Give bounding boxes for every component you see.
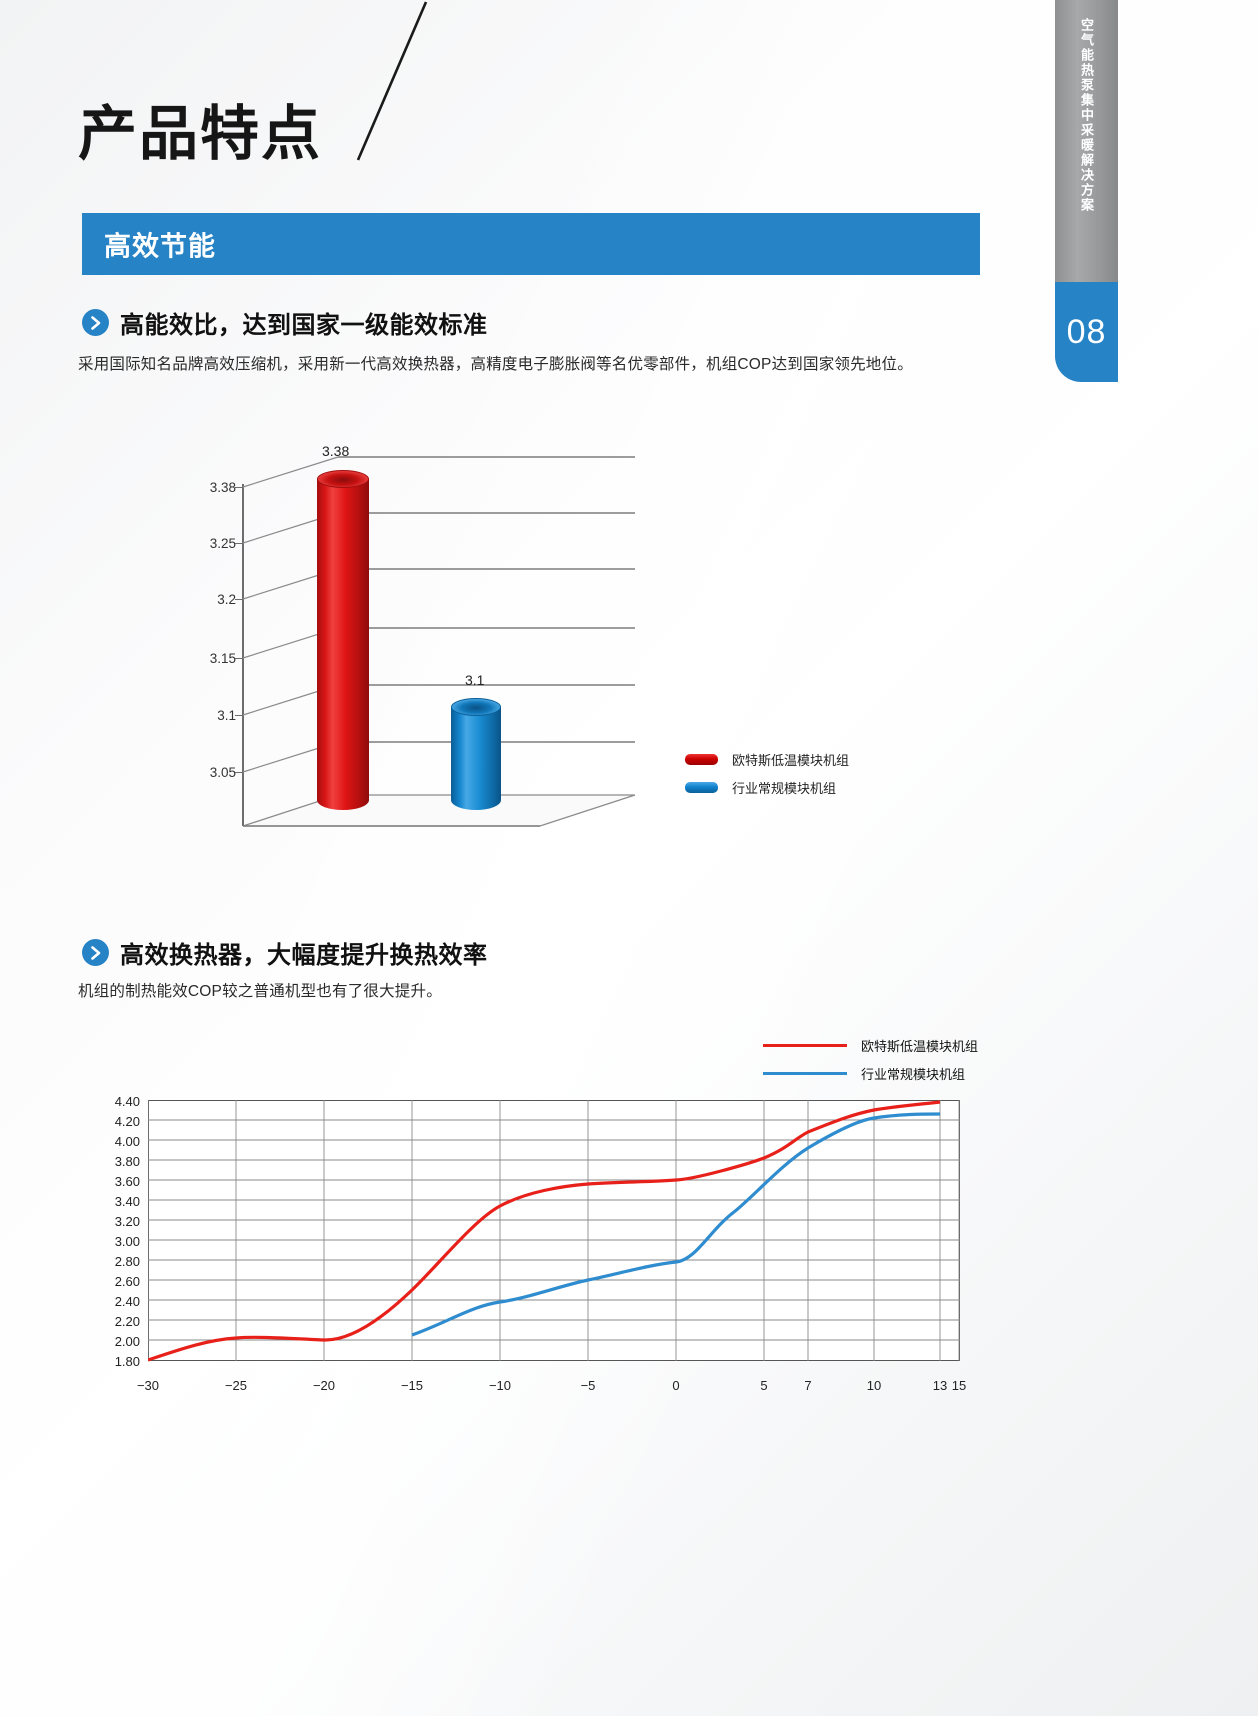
legend-label: 欧特斯低温模块机组	[860, 1039, 978, 1054]
subheading-1: 高能效比，达到国家一级能效标准	[82, 305, 488, 340]
line-chart-xtick: −5	[580, 1378, 596, 1393]
bar-cylinder-red-top	[317, 470, 369, 488]
line-chart-ytick: 1.80	[114, 1354, 140, 1369]
bar-chart-tickmark	[235, 772, 243, 773]
bar-chart-ytick: 3.05	[209, 765, 236, 780]
line-chart-xtick: −25	[224, 1378, 248, 1393]
decorative-slash-icon	[356, 1, 428, 161]
legend-line-red	[762, 1044, 847, 1047]
line-chart-ytick: 3.60	[114, 1174, 140, 1189]
line-chart-ytick: 4.00	[114, 1134, 140, 1149]
bar-cylinder-red	[317, 470, 369, 810]
subheading-2: 高效换热器，大幅度提升换热效率	[82, 935, 488, 970]
legend-swatch-blue	[685, 782, 718, 793]
subheading-2-label: 高效换热器，大幅度提升换热效率	[120, 942, 488, 969]
bar-cylinder-red-body	[317, 479, 369, 810]
legend-item: 欧特斯低温模块机组	[685, 750, 849, 769]
subheading-1-label: 高能效比，达到国家一级能效标准	[120, 312, 488, 339]
bar-chart-ytick: 3.2	[217, 592, 236, 607]
legend-line-blue	[762, 1072, 847, 1075]
line-chart: 欧特斯低温模块机组 行业常规模块机组 4.40 4.20 4.00 3.80 3…	[80, 1030, 1020, 1450]
line-chart-xtick: 0	[672, 1378, 680, 1393]
line-chart-ytick: 4.20	[114, 1114, 140, 1129]
line-chart-ytick: 3.00	[114, 1234, 140, 1249]
bar-chart-tickmark	[235, 487, 243, 488]
legend-item: 行业常规模块机组	[762, 1064, 978, 1083]
page-title: 产品特点	[78, 99, 323, 168]
bar-cylinder-blue-top	[451, 698, 501, 716]
bar-chart: 3.38 3.25 3.2 3.15 3.1 3.05	[180, 440, 940, 840]
bar-cylinder-blue-body	[451, 707, 501, 810]
line-chart-ytick: 2.40	[114, 1294, 140, 1309]
side-tab: 空气能热泵集中采暖解决方案	[1055, 0, 1118, 282]
line-chart-ytick: 2.60	[114, 1274, 140, 1289]
section-2-body: 机组的制热能效COP较之普通机型也有了很大提升。	[78, 983, 442, 1000]
line-chart-xtick: 13	[932, 1378, 948, 1393]
line-series-red	[148, 1100, 941, 1362]
page-number: 08	[1055, 282, 1118, 382]
line-chart-legend: 欧特斯低温模块机组 行业常规模块机组	[762, 1036, 978, 1092]
bar-value-label-blue: 3.1	[465, 672, 485, 688]
legend-swatch-red	[685, 754, 718, 765]
line-chart-xtick: −10	[488, 1378, 512, 1393]
line-chart-xtick: −30	[136, 1378, 160, 1393]
chevron-right-icon	[82, 309, 109, 336]
bar-value-label-red: 3.38	[322, 443, 350, 459]
bar-chart-ytick: 3.38	[209, 480, 236, 495]
side-tab-label: 空气能热泵集中采暖解决方案	[1079, 18, 1094, 213]
line-chart-ytick: 3.20	[114, 1214, 140, 1229]
line-chart-xtick: −15	[400, 1378, 424, 1393]
section-1-body: 采用国际知名品牌高效压缩机，采用新一代高效换热器，高精度电子膨胀阀等名优零部件，…	[78, 356, 913, 373]
bar-chart-ytick: 3.15	[209, 651, 236, 666]
bar-chart-ytick: 3.1	[217, 708, 236, 723]
line-chart-ytick: 2.20	[114, 1314, 140, 1329]
legend-label: 欧特斯低温模块机组	[732, 753, 850, 768]
line-chart-xtick: −20	[312, 1378, 336, 1393]
line-chart-xtick: 7	[804, 1378, 812, 1393]
line-chart-xtick: 5	[760, 1378, 768, 1393]
bar-chart-tickmark	[235, 599, 243, 600]
line-chart-ytick: 3.80	[114, 1154, 140, 1169]
legend-label: 行业常规模块机组	[732, 781, 837, 796]
line-chart-ytick: 3.40	[114, 1194, 140, 1209]
bar-chart-tickmark	[235, 658, 243, 659]
section-banner: 高效节能	[82, 213, 980, 275]
bar-chart-legend: 欧特斯低温模块机组 行业常规模块机组	[685, 750, 849, 806]
legend-item: 行业常规模块机组	[685, 778, 849, 797]
legend-label: 行业常规模块机组	[860, 1067, 965, 1082]
line-chart-ytick: 4.40	[114, 1094, 140, 1109]
line-chart-plot	[148, 1100, 960, 1362]
line-chart-xtick: 10	[866, 1378, 882, 1393]
bar-chart-y-axis	[242, 484, 244, 826]
chevron-right-icon	[82, 939, 109, 966]
line-chart-ytick: 2.00	[114, 1334, 140, 1349]
bar-chart-ytick: 3.25	[209, 536, 236, 551]
section-banner-label: 高效节能	[104, 231, 216, 262]
bar-chart-tickmark	[235, 715, 243, 716]
line-series-blue	[411, 1112, 941, 1337]
bar-cylinder-blue	[451, 698, 501, 810]
bar-chart-tickmark	[235, 543, 243, 544]
legend-item: 欧特斯低温模块机组	[762, 1036, 978, 1055]
line-chart-xtick: 15	[951, 1378, 967, 1393]
line-chart-ytick: 2.80	[114, 1254, 140, 1269]
